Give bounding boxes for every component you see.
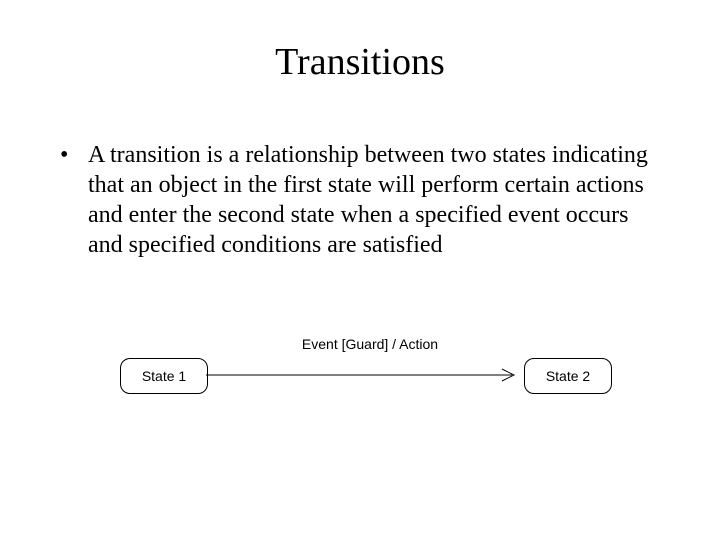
- slide-body: • A transition is a relationship between…: [60, 140, 660, 260]
- slide-title: Transitions: [0, 40, 720, 84]
- slide: Transitions • A transition is a relation…: [0, 0, 720, 540]
- state-node-2: State 2: [524, 358, 612, 394]
- transition-label: Event [Guard] / Action: [120, 336, 620, 352]
- bullet-text: A transition is a relationship between t…: [88, 140, 660, 260]
- bullet-marker: •: [60, 140, 88, 170]
- bullet-item: • A transition is a relationship between…: [60, 140, 660, 260]
- state-node-1: State 1: [120, 358, 208, 394]
- transition-arrow: [206, 358, 524, 392]
- state-transition-diagram: Event [Guard] / Action State 1 State 2: [120, 330, 620, 420]
